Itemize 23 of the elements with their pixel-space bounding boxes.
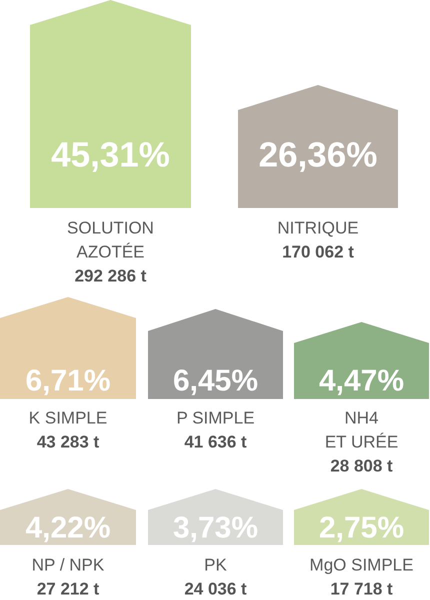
data-label: 170 062 t xyxy=(282,242,354,262)
data-label: 43 283 t xyxy=(36,432,100,452)
category-label: P SIMPLE xyxy=(176,408,255,428)
category-label: MgO SIMPLE xyxy=(310,556,414,574)
data-label: 2,75% xyxy=(318,512,404,544)
data-label: 4,22% xyxy=(25,512,111,544)
data-label: 27 212 t xyxy=(36,580,100,598)
data-label: 26,36% xyxy=(258,136,378,174)
data-label: 41 636 t xyxy=(184,432,248,452)
data-label: 28 808 t xyxy=(330,456,394,476)
category-label: PK xyxy=(204,556,228,574)
category-label: K SIMPLE xyxy=(28,408,108,428)
data-label: 17 718 t xyxy=(330,580,394,598)
data-label: 292 286 t xyxy=(74,266,147,286)
category-label: NP / NPK xyxy=(32,556,105,574)
category-label: SOLUTION AZOTÉE xyxy=(67,218,154,262)
data-label: 6,45% xyxy=(172,364,258,398)
data-label: 45,31% xyxy=(51,136,170,174)
data-label: 6,71% xyxy=(25,364,111,398)
data-label: 4,47% xyxy=(318,364,404,398)
data-label: 24 036 t xyxy=(184,580,248,598)
category-label: NITRIQUE xyxy=(277,218,359,238)
category-label: NH4 ET URÉE xyxy=(324,408,398,452)
